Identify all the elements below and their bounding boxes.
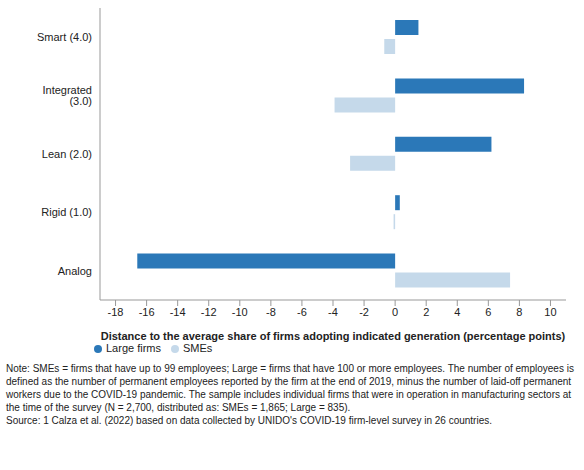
- svg-text:Integrated(3.0): Integrated(3.0): [42, 84, 92, 107]
- svg-text:Distance to the average share: Distance to the average share of firms a…: [101, 330, 566, 342]
- svg-text:8: 8: [516, 306, 522, 318]
- svg-text:-4: -4: [328, 306, 338, 318]
- html-text:Source: 1 Calza et al. (2022): Source: 1 Calza et al. (2022) based on d…: [6, 415, 492, 426]
- svg-text:-6: -6: [297, 306, 307, 318]
- svg-text:Lean (2.0): Lean (2.0): [42, 148, 92, 160]
- svg-text:10: 10: [544, 306, 556, 318]
- html-text:Large firms: Large firms: [106, 342, 161, 354]
- svg-text:Analog: Analog: [58, 265, 92, 277]
- svg-text:-2: -2: [359, 306, 369, 318]
- svg-text:-12: -12: [201, 306, 217, 318]
- svg-text:-16: -16: [139, 306, 155, 318]
- html-text:SMEs: SMEs: [183, 342, 213, 354]
- svg-text:Rigid (1.0): Rigid (1.0): [41, 206, 92, 218]
- svg-text:4: 4: [454, 306, 460, 318]
- html-text:Note: SMEs = firms that have u: Note: SMEs = firms that have up to 99 em…: [6, 363, 574, 413]
- svg-text:0: 0: [392, 306, 398, 318]
- svg-text:-18: -18: [108, 306, 124, 318]
- svg-text:-14: -14: [170, 306, 186, 318]
- svg-text:2: 2: [423, 306, 429, 318]
- svg-text:-8: -8: [266, 306, 276, 318]
- svg-text:6: 6: [485, 306, 491, 318]
- svg-text:Smart (4.0): Smart (4.0): [37, 31, 92, 43]
- svg-text:-10: -10: [232, 306, 248, 318]
